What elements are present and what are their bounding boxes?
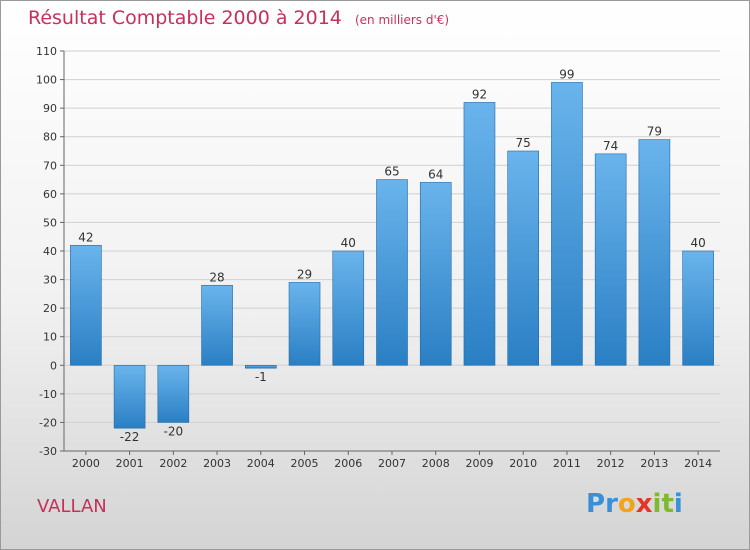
data-labels: 42 -22 -20 28 -1 29 40 65 64 92 75 99 74 79 40 [78,67,706,444]
data-label: 65 [384,165,399,179]
data-label: 75 [516,136,531,150]
logo-letter: P [586,489,606,519]
bar [332,250,365,366]
x-tick-label: 2000 [72,457,100,470]
bar [113,364,146,429]
x-tick-label: 2001 [116,457,144,470]
data-label: 28 [209,270,224,284]
bar [507,150,540,366]
x-tick-label: 2010 [509,457,537,470]
data-label: -22 [120,430,140,444]
bar [463,102,496,366]
x-tick-label: 2012 [597,457,625,470]
x-tick-label: 2008 [422,457,450,470]
bar [70,244,102,366]
y-tick-label: 110 [36,45,57,58]
logo-letter: i [652,489,662,519]
x-tick-label: 2014 [684,457,712,470]
logo-letter: r [605,489,618,519]
x-tick-label: 2013 [640,457,668,470]
y-tick-label: -10 [39,388,57,401]
x-tick-label: 2007 [378,457,406,470]
y-tick-label: -30 [39,445,57,458]
chart-subtitle: (en milliers d'€) [354,13,450,27]
x-tick-label: 2005 [291,457,319,470]
y-tick-label: 60 [43,188,57,201]
bar [157,364,190,423]
y-tick-label: 100 [36,74,57,87]
bar [201,284,233,366]
logo-letter: o [617,489,636,519]
y-tick-label: 10 [43,331,57,344]
data-label: -20 [164,424,184,438]
y-tick-label: 70 [43,159,57,172]
bar [682,250,714,366]
axes: -30 -20 -10 0 10 20 30 40 50 60 70 80 90 100 110 2000 20… [36,45,720,470]
bar [419,182,452,366]
bar [594,153,627,366]
y-tick-label: 50 [43,216,57,229]
x-tick-label: 2002 [159,457,187,470]
bar [376,179,408,366]
y-tick-label: 90 [43,102,57,115]
bar [288,282,321,366]
y-tick-label: 30 [43,274,57,287]
y-tick-label: 40 [43,245,57,258]
bars [70,82,714,429]
title-row: Résultat Comptable 2000 à 2014 (en milli… [28,7,449,29]
chart-title: Résultat Comptable 2000 à 2014 [28,7,342,29]
data-label: 92 [472,87,487,101]
logo-letter: i [673,489,683,519]
x-tick-label: 2011 [553,457,581,470]
x-tick-label: 2004 [247,457,275,470]
x-tick-label: 2003 [203,457,231,470]
data-label: 42 [78,230,93,244]
x-tick-label: 2009 [465,457,493,470]
bar [551,82,583,366]
logo-letter: t [661,489,674,519]
data-label: 29 [297,267,312,281]
bar [638,139,671,366]
data-label: -1 [255,370,267,384]
y-tick-label: -20 [39,416,57,429]
proxiti-logo: Proxiti [586,489,683,519]
data-label: 40 [690,236,705,250]
data-label: 74 [603,139,618,153]
bar [245,364,277,369]
x-tick-label: 2006 [334,457,362,470]
data-label: 40 [341,236,356,250]
place-name: VALLAN [37,496,107,517]
data-label: 99 [559,67,574,81]
data-label: 64 [428,167,443,181]
logo-letter: x [635,489,653,519]
data-label: 79 [647,125,662,139]
y-tick-label: 20 [43,302,57,315]
y-tick-label: 0 [50,359,57,372]
y-tick-label: 80 [43,131,57,144]
